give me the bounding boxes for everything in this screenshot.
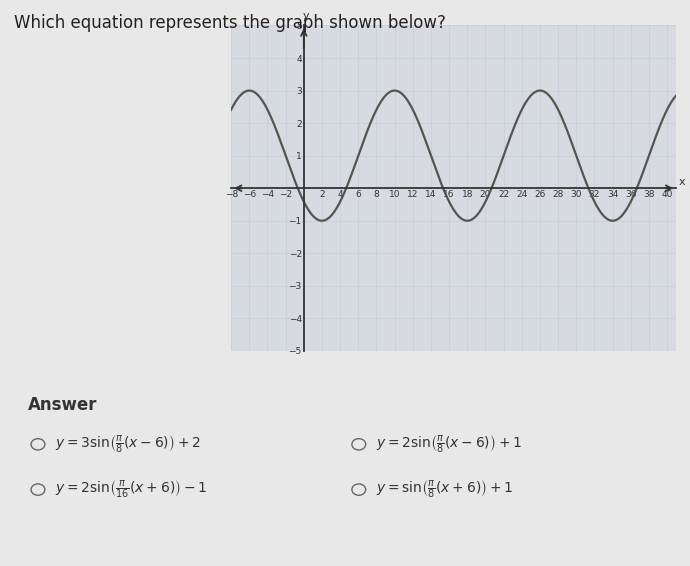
- Text: x: x: [679, 177, 686, 187]
- Text: Answer: Answer: [28, 396, 97, 414]
- Text: $y = 2\sin\!\left(\frac{\pi}{8}(x-6)\right) + 1$: $y = 2\sin\!\left(\frac{\pi}{8}(x-6)\rig…: [376, 434, 522, 455]
- Text: $y = \sin\!\left(\frac{\pi}{8}(x+6)\right) + 1$: $y = \sin\!\left(\frac{\pi}{8}(x+6)\righ…: [376, 479, 513, 500]
- Text: $y = 3\sin\!\left(\frac{\pi}{8}(x-6)\right) + 2$: $y = 3\sin\!\left(\frac{\pi}{8}(x-6)\rig…: [55, 434, 201, 455]
- Text: $y = 2\sin\!\left(\frac{\pi}{16}(x+6)\right) - 1$: $y = 2\sin\!\left(\frac{\pi}{16}(x+6)\ri…: [55, 479, 208, 500]
- Text: y: y: [303, 11, 309, 20]
- Text: Which equation represents the graph shown below?: Which equation represents the graph show…: [14, 14, 446, 32]
